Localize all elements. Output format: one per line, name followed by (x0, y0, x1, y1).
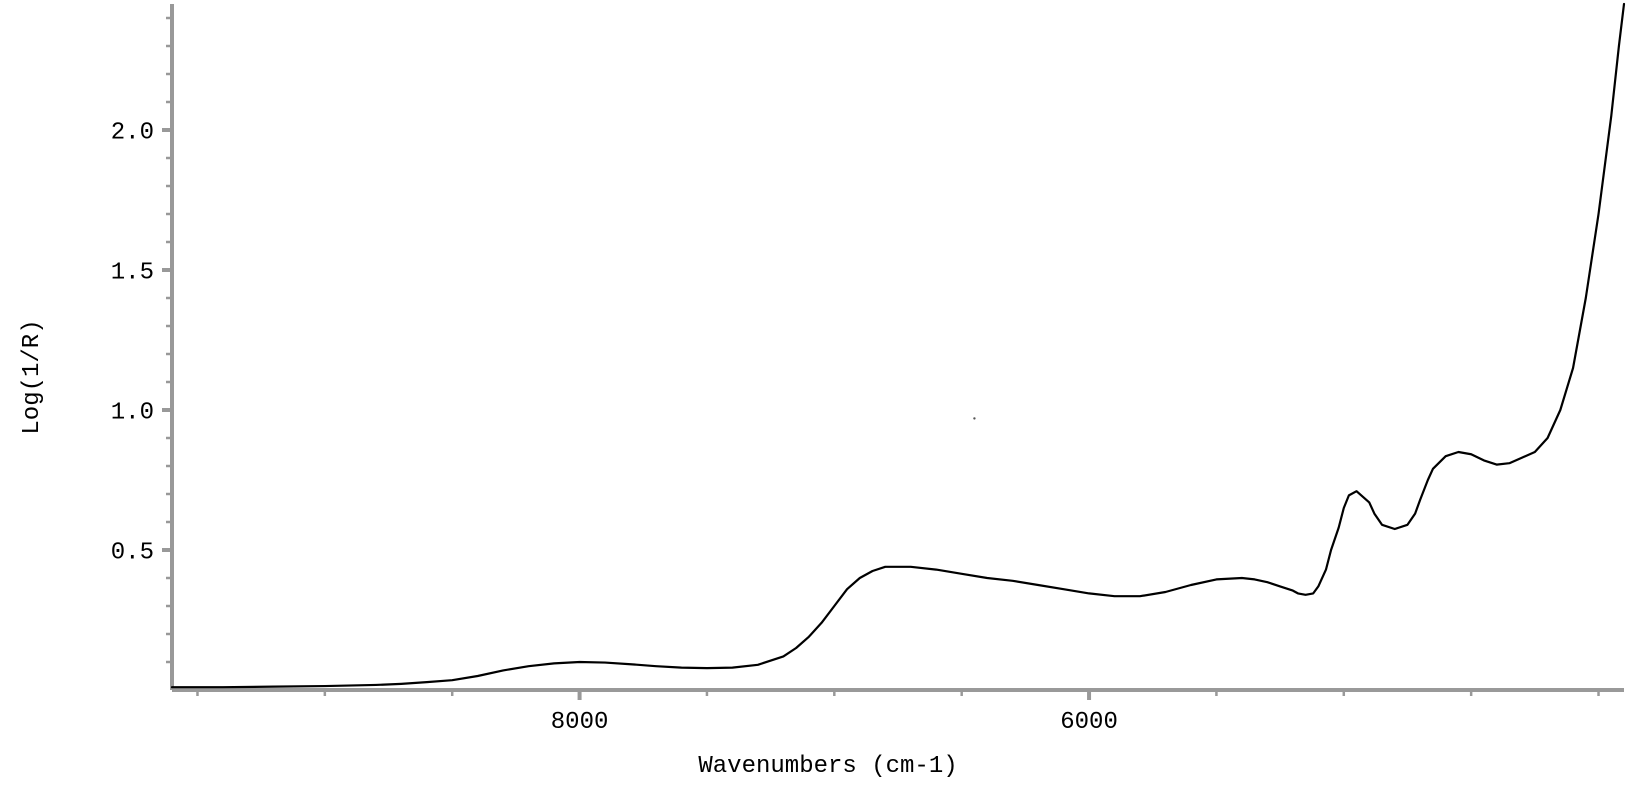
svg-text:Wavenumbers (cm-1): Wavenumbers (cm-1) (698, 753, 957, 780)
svg-text:0.5: 0.5 (111, 539, 154, 566)
svg-text:8000: 8000 (551, 709, 609, 736)
svg-text:Log(1/R): Log(1/R) (19, 319, 46, 434)
chart-svg: 0.5 1.0 1.5 2.0 8000 6000 Log(1/R) Wavenumbers … (0, 0, 1632, 793)
spectrum-chart: 0.5 1.0 1.5 2.0 8000 6000 Log(1/R) Wavenumbers … (0, 0, 1632, 793)
svg-text:2.0: 2.0 (111, 119, 154, 146)
svg-text:1.0: 1.0 (111, 399, 154, 426)
svg-text:6000: 6000 (1060, 709, 1118, 736)
svg-text:1.5: 1.5 (111, 259, 154, 286)
